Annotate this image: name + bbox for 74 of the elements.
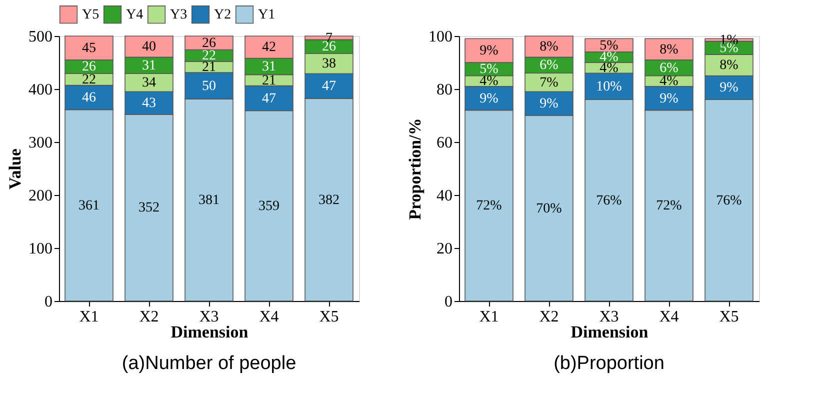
data-label: 72% (476, 198, 502, 214)
legend-label: Y5 (82, 8, 100, 23)
data-label: 26 (82, 60, 96, 75)
y-tick-label: 60 (436, 134, 452, 152)
legend-label: Y3 (170, 8, 188, 23)
data-label: 45 (82, 40, 96, 56)
data-label: 359 (258, 198, 280, 214)
y-tick-label: 300 (28, 134, 52, 152)
data-label: 76% (596, 193, 622, 208)
data-label: 47 (322, 79, 336, 94)
x-tick-label: X3 (599, 308, 619, 326)
y-axis-title: Value (6, 148, 24, 190)
data-label: 42 (262, 40, 276, 56)
data-label: 47 (262, 91, 276, 106)
x-tick-label: X3 (199, 308, 219, 326)
data-label: 34 (142, 76, 156, 91)
data-label: 352 (138, 200, 160, 216)
data-label: 21 (202, 60, 216, 76)
data-label: 46 (82, 90, 96, 106)
x-axis-title: Dimension (170, 322, 249, 342)
legend-label: Y2 (214, 8, 232, 23)
y-tick-label: 100 (28, 240, 52, 258)
data-label: 382 (318, 192, 340, 208)
x-tick-label: X4 (259, 308, 279, 326)
legend-label: Y4 (126, 8, 144, 23)
data-label: 4% (660, 74, 679, 90)
y-tick-label: 200 (28, 188, 52, 204)
data-label: 9% (660, 91, 679, 106)
data-label: 9% (480, 91, 499, 106)
data-label: 40 (142, 40, 156, 55)
data-label: 4% (600, 60, 619, 76)
data-label: 8% (660, 42, 679, 58)
data-label: 31 (142, 58, 156, 74)
data-label: 72% (656, 198, 682, 214)
data-label: 7% (540, 75, 559, 90)
data-label: 381 (198, 193, 220, 208)
data-label: 10% (596, 79, 622, 94)
y-tick-label: 100 (428, 28, 452, 46)
data-label: 6% (540, 58, 559, 74)
x-tick-label: X2 (539, 308, 559, 326)
data-label: 70% (536, 201, 562, 216)
text: (b)Proportion (554, 353, 664, 374)
data-label: 26 (202, 36, 216, 51)
legend-label: Y1 (258, 8, 276, 23)
y-tick-label: 0 (444, 294, 452, 310)
y-tick-label: 0 (44, 294, 52, 310)
data-label: 9% (720, 80, 739, 96)
data-label: 21 (262, 73, 276, 88)
data-label: 361 (78, 198, 100, 214)
x-tick-label: X4 (659, 308, 679, 326)
text: (a)Number of people (122, 353, 296, 374)
y-tick-label: 40 (436, 188, 452, 204)
y-tick-label: 80 (436, 82, 452, 98)
y-tick-label: 400 (28, 82, 52, 98)
data-label: 22 (82, 72, 96, 88)
x-tick-label: X5 (719, 308, 739, 326)
data-label: 6% (660, 60, 679, 76)
data-label: 8% (540, 40, 559, 55)
data-label: 76% (716, 193, 742, 208)
data-label: 50 (202, 78, 216, 94)
y-tick-label: 20 (436, 240, 452, 258)
y-tick-label: 500 (28, 28, 52, 46)
data-label: 38 (322, 56, 336, 72)
x-axis-title: Dimension (570, 322, 649, 342)
data-label: 8% (720, 58, 739, 74)
data-label: 43 (142, 96, 156, 112)
y-axis-title: Proportion/% (406, 118, 424, 220)
x-tick-label: X2 (139, 308, 159, 326)
data-label: 31 (262, 59, 276, 74)
x-tick-label: X1 (79, 308, 99, 326)
data-label: 9% (540, 96, 559, 112)
x-tick-label: X1 (479, 308, 499, 326)
x-tick-label: X5 (319, 308, 339, 326)
data-label: 9% (480, 44, 499, 59)
